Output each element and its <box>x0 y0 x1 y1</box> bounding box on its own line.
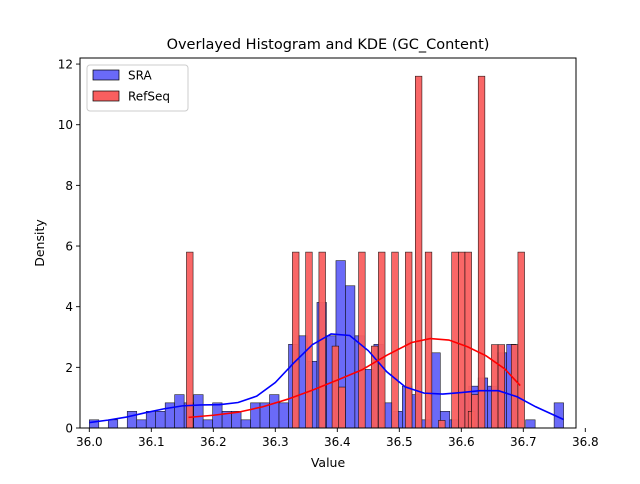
sra-bar <box>269 394 280 429</box>
chart-title: Overlayed Histogram and KDE (GC_Content) <box>167 37 490 53</box>
sra-bar <box>430 352 441 429</box>
refseq-bar <box>491 344 499 429</box>
refseq-legend-label: RefSeq <box>128 90 170 104</box>
sra-bar <box>136 419 147 429</box>
sra-bar <box>250 402 261 429</box>
refseq-bar <box>497 344 506 429</box>
x-tick-label: 36.4 <box>324 435 351 449</box>
x-tick-label: 36.2 <box>200 435 227 449</box>
y-tick-label: 6 <box>65 240 73 254</box>
y-axis-label: Density <box>32 219 47 267</box>
axes-layer: 36.0 36.1 36.2 36.3 36.4 36.5 36.6 36.7 36.8 0 2 4 6… <box>58 57 599 449</box>
sra-bar <box>525 419 536 429</box>
y-tick-label: 10 <box>58 118 73 132</box>
refseq-bar <box>438 420 446 429</box>
plot-frame <box>79 57 577 429</box>
sra-bar <box>155 411 166 429</box>
refseq-bar <box>391 251 399 429</box>
y-tick-label: 2 <box>65 361 73 375</box>
sra-bar <box>193 394 204 429</box>
sra-bar <box>145 411 157 429</box>
refseq-bar <box>186 251 194 429</box>
x-tick-label: 36.1 <box>138 435 165 449</box>
x-tick-label: 36.5 <box>386 435 413 449</box>
sra-bar <box>278 402 289 429</box>
refseq-bar <box>292 251 300 429</box>
refseq-legend-swatch <box>92 90 120 102</box>
sra-bar <box>126 411 138 429</box>
refseq-bar <box>405 251 413 429</box>
sra-legend-swatch <box>92 69 120 81</box>
refseq-bar <box>471 394 479 429</box>
kde-layer <box>89 333 564 424</box>
refseq-bar <box>451 251 459 429</box>
refseq-bar <box>338 386 346 429</box>
refseq-bar <box>378 251 386 429</box>
refseq-bar <box>477 75 486 429</box>
y-tick-label: 0 <box>65 422 73 436</box>
x-tick-label: 36.0 <box>76 435 103 449</box>
x-tick-label: 36.6 <box>448 435 475 449</box>
x-tick-label: 36.3 <box>262 435 289 449</box>
sra-bar <box>240 419 251 429</box>
sra-bar <box>202 419 213 429</box>
sra-bar <box>231 411 242 429</box>
refseq-bar <box>464 251 472 429</box>
sra-kde-line <box>89 333 564 424</box>
legend: SRA RefSeq <box>86 64 189 112</box>
refseq-bar <box>414 75 423 429</box>
sra-bar <box>107 419 119 429</box>
refseq-bar <box>510 344 519 429</box>
y-tick-label: 8 <box>65 179 73 193</box>
refseq-bar <box>331 345 340 429</box>
y-tick-label: 4 <box>65 300 73 314</box>
refseq-bar <box>305 251 313 429</box>
x-axis-label: Value <box>311 455 346 470</box>
y-tick-label: 12 <box>58 58 73 72</box>
refseq-bar <box>358 251 366 429</box>
refseq-bar <box>458 251 466 429</box>
sra-bar <box>345 285 356 429</box>
bars-layer <box>89 75 564 429</box>
sra-bar <box>174 394 185 429</box>
x-tick-label: 36.8 <box>572 435 599 449</box>
x-tick-label: 36.7 <box>510 435 537 449</box>
refseq-kde-line <box>188 337 521 419</box>
refseq-bar <box>517 251 525 429</box>
sra-legend-label: SRA <box>128 69 152 83</box>
